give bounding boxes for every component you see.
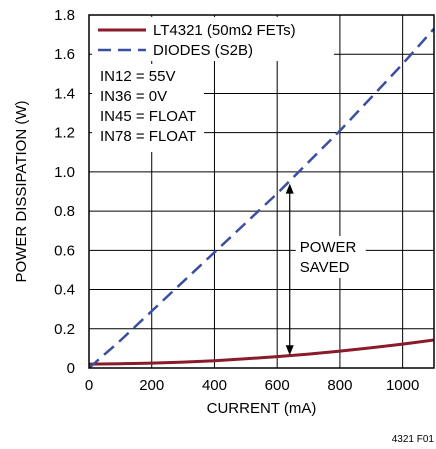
figure-id: 4321 F01 (392, 434, 435, 445)
annotation-text: SAVED (300, 259, 350, 276)
x-tick-label: 600 (265, 377, 290, 394)
y-tick-label: 1.0 (54, 164, 75, 181)
power-saved-arrow-head-down (285, 345, 294, 356)
y-axis-label: POWER DISSIPATION (W) (13, 101, 30, 283)
power-saved-arrow-head-up (285, 183, 294, 194)
y-tick-label: 0.2 (54, 321, 75, 338)
condition-text: IN78 = FLOAT (100, 128, 196, 145)
y-tick-labels: 0 0.2 0.4 0.6 0.8 1.0 1.2 1.4 1.6 1.8 (54, 7, 75, 377)
test-conditions: IN12 = 55V IN36 = 0V IN45 = FLOAT IN78 = FL… (92, 64, 204, 152)
y-tick-label: 1.8 (54, 7, 75, 24)
y-tick-label: 0.8 (54, 203, 75, 220)
condition-text: IN36 = 0V (100, 88, 167, 105)
condition-text: IN45 = FLOAT (100, 108, 196, 125)
series-line-lt4321 (89, 338, 434, 366)
x-tick-labels: 0 200 400 600 800 1000 (85, 377, 419, 394)
x-axis-label: CURRENT (mA) (207, 400, 317, 417)
legend-background (92, 17, 334, 61)
x-tick-label: 400 (202, 377, 227, 394)
y-tick-label: 0.4 (54, 282, 75, 299)
x-tick-label: 0 (85, 377, 93, 394)
y-tick-label: 1.2 (54, 125, 75, 142)
y-tick-label: 1.6 (54, 46, 75, 63)
power-saved-annotation: POWER SAVED (285, 183, 366, 356)
legend-label: LT4321 (50mΩ FETs) (153, 22, 296, 39)
plot-frame (88, 14, 435, 369)
legend-label: DIODES (S2B) (153, 42, 253, 59)
annotation-background (295, 236, 366, 278)
conditions-background (92, 64, 204, 152)
x-tick-label: 1000 (386, 377, 419, 394)
annotation-text: POWER (300, 239, 357, 256)
legend: LT4321 (50mΩ FETs) DIODES (S2B) (92, 17, 334, 61)
x-tick-label: 200 (139, 377, 164, 394)
series-lines (89, 27, 434, 368)
y-tick-label: 0 (67, 360, 75, 377)
x-tick-label: 800 (327, 377, 352, 394)
y-tick-label: 1.4 (54, 85, 75, 102)
condition-text: IN12 = 55V (100, 68, 175, 85)
y-tick-label: 0.6 (54, 242, 75, 259)
